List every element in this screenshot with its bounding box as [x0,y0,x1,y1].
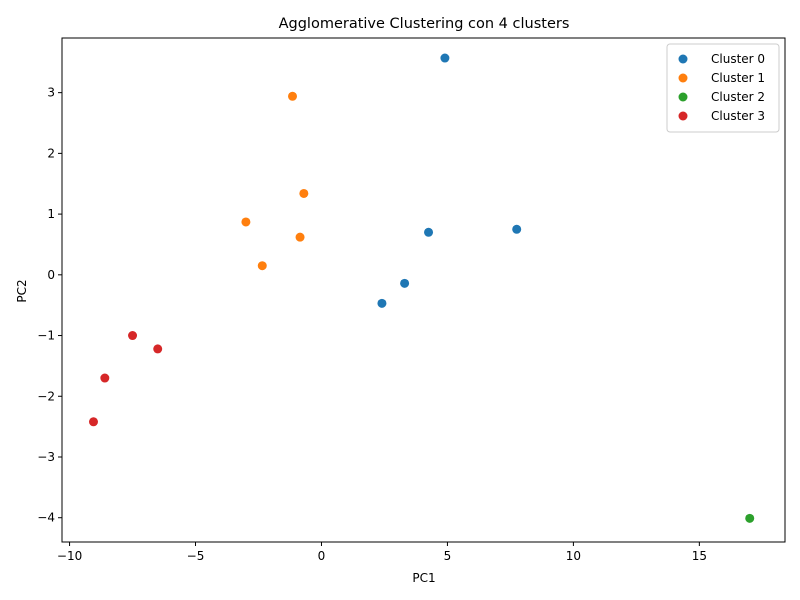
x-axis-label: PC1 [412,571,435,585]
plot-area [61,37,786,543]
y-axis-label: PC2 [15,279,29,302]
point-cluster-0-4 [377,298,387,308]
y-tick-label: −2 [37,389,55,403]
y-tick-label: 1 [47,207,55,221]
point-cluster-0-1 [424,227,434,237]
y-tick-label: 3 [47,86,55,100]
series-cluster-1 [241,91,309,271]
point-cluster-1-1 [299,188,309,198]
x-tick-label: −5 [187,549,205,563]
legend-marker [678,111,688,121]
x-tick-label: 0 [318,549,326,563]
legend-marker [678,54,688,64]
point-cluster-3-0 [128,331,138,341]
point-cluster-1-3 [295,232,305,242]
point-cluster-0-2 [512,224,522,234]
legend-box [666,43,780,133]
data-points [88,53,755,523]
series-cluster-2 [745,513,755,523]
legend-label: Cluster 0 [711,52,765,66]
y-tick-label: −1 [37,329,55,343]
y-tick-label: 2 [47,146,55,160]
chart-title: Agglomerative Clustering con 4 clusters [279,16,570,32]
x-tick-label: −10 [57,549,82,563]
y-tick-label: 0 [47,268,55,282]
legend-marker [678,92,688,102]
legend-item: Cluster 2 [678,90,765,104]
y-tick-label: −3 [37,450,55,464]
series-cluster-3 [88,331,163,427]
x-axis: −10 −5 0 5 10 15 [57,542,707,563]
legend-item: Cluster 1 [678,71,765,85]
point-cluster-1-0 [288,91,297,101]
point-cluster-0-0 [440,53,450,63]
point-cluster-0-3 [400,278,410,288]
point-cluster-1-2 [241,217,251,227]
x-tick-label: 5 [444,549,452,563]
legend-label: Cluster 3 [711,109,765,123]
legend-item: Cluster 3 [678,109,765,123]
y-axis: −4 −3 −2 −1 0 1 2 3 [37,86,62,525]
legend-label: Cluster 2 [711,90,765,104]
point-cluster-2-0 [745,513,755,523]
y-tick-label: −4 [37,511,55,525]
legend: Cluster 0 Cluster 1 Cluster 2 Cluster 3 [666,43,780,133]
point-cluster-3-3 [88,417,98,427]
legend-marker [678,73,688,83]
legend-label: Cluster 1 [711,71,765,85]
legend-item: Cluster 0 [678,52,765,66]
point-cluster-1-4 [257,261,267,271]
series-cluster-0 [377,53,522,308]
x-tick-label: 15 [692,549,707,563]
x-tick-label: 10 [566,549,581,563]
point-cluster-3-1 [153,344,163,354]
point-cluster-3-2 [100,373,110,383]
